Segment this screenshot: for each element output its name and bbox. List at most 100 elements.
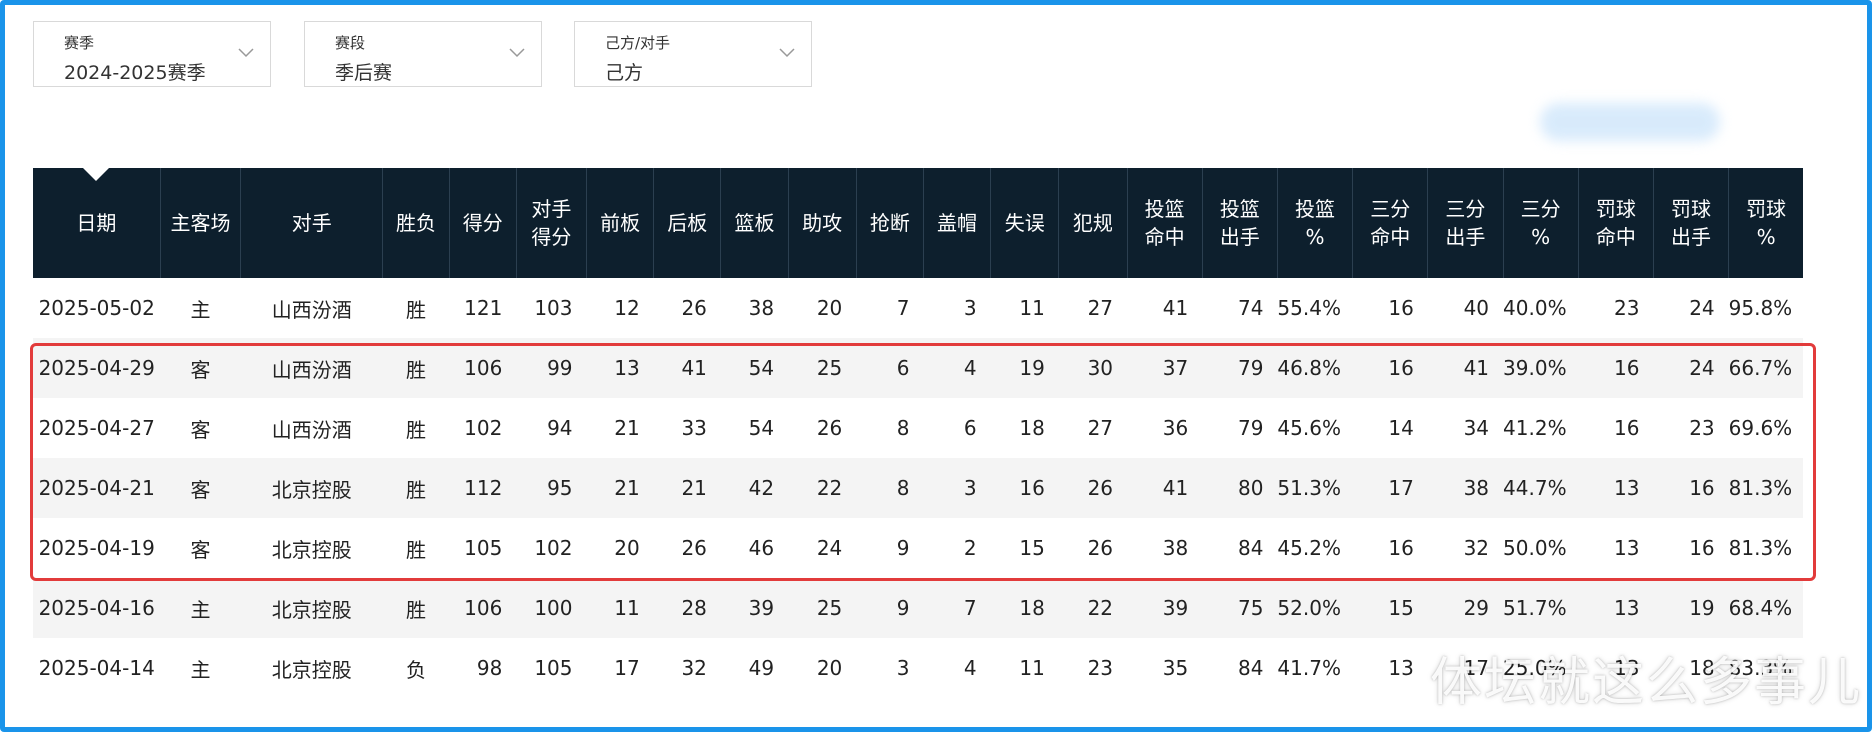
column-header[interactable]: 罚球 %	[1728, 168, 1803, 278]
table-cell: 2025-05-02	[38, 296, 155, 320]
table-cell: 16	[1578, 338, 1654, 398]
table-cell: 102	[534, 536, 573, 560]
season-select-value: 2024-2025赛季	[64, 62, 206, 84]
table-cell: 客	[190, 537, 211, 562]
table-row[interactable]: 2025-04-27 客 山西汾酒 胜 102 94 21 33 54 26 8 6 18 27 36 79 4…	[33, 398, 1803, 458]
column-header[interactable]: 对手 得分	[516, 168, 588, 278]
stage-select[interactable]: 赛段 季后赛	[304, 21, 542, 87]
column-header[interactable]: 投篮 出手	[1202, 168, 1278, 278]
column-header[interactable]: 得分	[449, 168, 517, 278]
table-cell: 32	[681, 656, 707, 680]
table-cell: 7	[923, 578, 991, 638]
column-header[interactable]: 三分 %	[1503, 168, 1579, 278]
table-cell: 13	[1613, 656, 1640, 680]
column-header[interactable]: 失误	[990, 168, 1060, 278]
column-header[interactable]: 篮板	[720, 168, 789, 278]
table-row[interactable]: 2025-04-16 主北京控股胜 106 100 11 28 39 25 9 7 18 22 39 75…	[33, 578, 1803, 638]
column-header[interactable]: 胜负	[382, 168, 450, 278]
table-cell: 40	[1463, 296, 1490, 320]
table-cell: 主	[190, 657, 211, 682]
table-cell: 69.6%	[1728, 416, 1793, 440]
table-cell: 24	[1689, 296, 1715, 320]
table-cell: 40.0%	[1503, 296, 1567, 320]
table-cell: 26	[681, 296, 707, 320]
table-row[interactable]: 2025-05-02 主 山西汾酒 胜 121 103 12 26 38 20 7 3 11 27 41 74…	[33, 278, 1803, 338]
table-cell: 45.6%	[1277, 416, 1341, 440]
table-cell: 胜	[406, 297, 427, 322]
table-cell: 32	[1463, 536, 1490, 560]
table-cell: 100	[516, 578, 587, 638]
table-cell: 23	[1689, 416, 1715, 440]
column-header[interactable]: 盖帽	[923, 168, 992, 278]
table-cell: 山西汾酒	[271, 417, 352, 442]
table-cell: 105	[534, 656, 573, 680]
stage-select-value: 季后赛	[335, 62, 393, 84]
table-cell: 21	[614, 416, 640, 440]
table-cell: 22	[788, 458, 857, 518]
column-header[interactable]: 日期	[33, 168, 161, 278]
table-cell: 6	[963, 416, 977, 440]
table-cell: 39	[1127, 578, 1203, 638]
column-header[interactable]: 罚球 出手	[1653, 168, 1730, 278]
table-cell: 13	[1578, 458, 1654, 518]
table-cell: 23	[1087, 656, 1114, 680]
table-cell: 11	[1019, 296, 1045, 320]
table-cell: 4	[963, 656, 977, 680]
table-cell: 胜	[406, 537, 427, 562]
table-cell: 34	[1463, 416, 1490, 440]
side-select[interactable]: 己方/对手 己方	[574, 21, 812, 87]
table-cell: 55.4%	[1277, 296, 1341, 320]
table-cell: 20	[614, 536, 640, 560]
column-header[interactable]: 抢断	[856, 168, 924, 278]
table-cell: 99	[516, 338, 587, 398]
table-cell: 41	[1162, 296, 1189, 320]
table-cell: 2025-04-19	[38, 536, 155, 560]
table-row[interactable]: 2025-04-19 客 北京控股 胜 105 102 20 26 46 24 9 2 15 26 38 84…	[33, 518, 1803, 578]
column-header[interactable]: 后板	[653, 168, 722, 278]
table-cell: 41	[653, 338, 721, 398]
column-header[interactable]: 三分 出手	[1427, 168, 1504, 278]
table-cell: 68.4%	[1728, 578, 1803, 638]
table-cell: 20	[816, 656, 843, 680]
table-cell: 106	[449, 578, 517, 638]
table-cell: 84	[1237, 536, 1264, 560]
table-cell: 13	[1578, 578, 1654, 638]
season-select-label: 赛季	[64, 34, 95, 52]
column-header[interactable]: 对手	[240, 168, 384, 278]
column-header[interactable]: 助攻	[788, 168, 857, 278]
table-cell: 16	[1613, 416, 1640, 440]
column-header[interactable]: 前板	[586, 168, 655, 278]
table-cell: 30	[1058, 338, 1128, 398]
table-cell: 6	[856, 338, 924, 398]
table-cell: 4	[923, 338, 991, 398]
table-cell: 16	[1388, 296, 1414, 320]
table-cell: 102	[464, 416, 503, 440]
column-header[interactable]: 投篮 命中	[1127, 168, 1203, 278]
column-header[interactable]: 投篮 %	[1277, 168, 1354, 278]
table-cell: 21	[586, 458, 654, 518]
table-cell: 19	[1653, 578, 1729, 638]
table-cell: 94	[547, 416, 573, 440]
table-cell: 13	[586, 338, 654, 398]
table-cell: 9	[896, 536, 910, 560]
table-row[interactable]: 2025-04-21 客北京控股胜 112 95 21 21 42 22 8 3 16 26 41 80 5…	[33, 458, 1803, 518]
table-cell: 41	[1127, 458, 1203, 518]
column-header[interactable]: 罚球 命中	[1578, 168, 1654, 278]
table-cell: 28	[653, 578, 721, 638]
column-header[interactable]: 主客场	[160, 168, 242, 278]
table-cell: 2025-04-27	[38, 416, 155, 440]
table-cell: 25.0%	[1503, 656, 1567, 680]
table-cell: 29	[1427, 578, 1504, 638]
blurred-button[interactable]	[1540, 103, 1720, 141]
table-cell: 83.3%	[1728, 656, 1793, 680]
table-cell: 18	[990, 578, 1059, 638]
table-cell: 39	[720, 578, 789, 638]
column-header[interactable]: 犯规	[1058, 168, 1128, 278]
table-row[interactable]: 2025-04-14 主 北京控股 负 98 105 17 32 49 20 3 4 11 23 35 84 4…	[33, 638, 1803, 698]
table-cell: 胜	[382, 458, 450, 518]
column-header[interactable]: 三分 命中	[1352, 168, 1429, 278]
season-select[interactable]: 赛季 2024-2025赛季	[33, 21, 271, 87]
table-cell: 16	[1388, 536, 1414, 560]
table-cell: 17	[614, 656, 640, 680]
table-row[interactable]: 2025-04-29 客山西汾酒胜 106 99 13 41 54 25 6 4 19 30 37 79 4…	[33, 338, 1803, 398]
